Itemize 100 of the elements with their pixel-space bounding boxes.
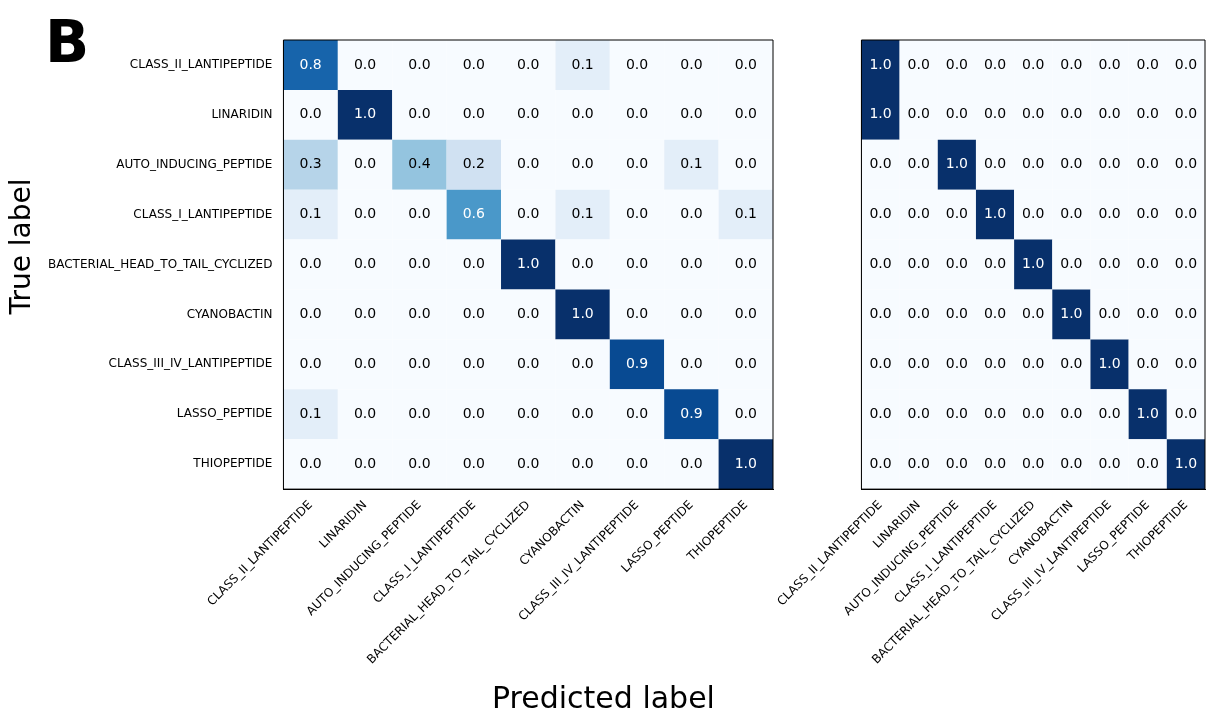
data-label: 0.0	[462, 105, 485, 122]
data-label: 0.0	[462, 454, 485, 471]
data-label: 0.0	[1136, 205, 1159, 222]
data-label: 0.0	[869, 255, 892, 272]
data-label: 0.0	[462, 55, 485, 72]
data-label: 0.0	[462, 404, 485, 421]
y-tick-label: CYANOBACTIN	[186, 306, 273, 321]
data-label: 0.0	[1022, 355, 1045, 371]
data-label: 0.0	[299, 454, 322, 471]
data-label: 0.0	[945, 205, 968, 222]
data-label: 0.0	[353, 454, 377, 471]
data-label: 0.0	[1022, 105, 1045, 122]
data-label: 0.0	[1174, 205, 1198, 222]
data-label: 0.0	[1060, 155, 1083, 172]
x-axis-title: Predicted label	[491, 680, 716, 715]
data-label: 0.0	[983, 454, 1007, 471]
data-label: 0.0	[1060, 355, 1083, 371]
data-label: 0.0	[983, 55, 1007, 72]
y-tick-label: CLASS_I_LANTIPEPTIDE	[133, 206, 273, 221]
data-label: 0.0	[945, 454, 968, 471]
data-label: 0.0	[907, 255, 930, 272]
data-label: 1.0	[1098, 355, 1121, 371]
data-label: 1.0	[517, 255, 540, 272]
data-label: 0.0	[945, 305, 968, 322]
data-label: 0.0	[353, 305, 377, 322]
data-label: 0.0	[1098, 155, 1121, 172]
data-label: 0.0	[625, 255, 649, 272]
data-label: 0.1	[299, 404, 322, 421]
data-label: 0.0	[299, 355, 322, 371]
data-label: 0.0	[1136, 55, 1159, 72]
data-label: 1.0	[945, 155, 968, 172]
data-label: 0.0	[408, 404, 431, 421]
data-label: 0.0	[517, 454, 540, 471]
data-label: 0.0	[680, 454, 703, 471]
data-label: 0.0	[734, 305, 757, 322]
data-label: 0.0	[945, 404, 968, 421]
y-tick-label: LINARIDIN	[211, 106, 273, 121]
data-label: 0.0	[1098, 105, 1121, 122]
data-label: 0.1	[734, 205, 757, 222]
data-label: 0.0	[734, 355, 757, 371]
data-label: 0.0	[907, 404, 930, 421]
data-label: 0.0	[571, 404, 594, 421]
data-label: 0.0	[517, 155, 540, 172]
data-label: 0.0	[680, 55, 703, 72]
data-label: 0.0	[408, 55, 431, 72]
data-label: 0.0	[907, 105, 930, 122]
data-label: 0.0	[680, 205, 703, 222]
data-label: 0.0	[1098, 305, 1121, 322]
data-label: 0.0	[869, 155, 892, 172]
y-tick-label: BACTERIAL_HEAD_TO_TAIL_CYCLIZED	[47, 256, 273, 271]
data-label: 0.0	[907, 155, 930, 172]
data-label: 0.0	[945, 55, 968, 72]
data-label: 0.0	[353, 404, 377, 421]
data-label: 0.0	[517, 205, 540, 222]
data-label: 0.0	[571, 355, 594, 371]
data-label: 0.0	[1060, 105, 1083, 122]
data-label: 0.0	[869, 205, 892, 222]
data-label: 0.0	[625, 155, 649, 172]
data-label: 0.0	[353, 55, 377, 72]
data-label: 0.0	[983, 155, 1007, 172]
data-label: 0.0	[625, 454, 649, 471]
data-label: 0.0	[1060, 404, 1083, 421]
data-label: 0.0	[517, 105, 540, 122]
data-label: 0.0	[353, 355, 377, 371]
data-label: 0.3	[299, 155, 322, 172]
data-label: 0.0	[353, 155, 377, 172]
data-label: 0.0	[1174, 55, 1198, 72]
data-label: 1.0	[1136, 404, 1159, 421]
data-label: 0.0	[1022, 404, 1045, 421]
data-label: 1.0	[571, 305, 594, 322]
data-label: 0.0	[1136, 355, 1159, 371]
data-label: 0.0	[571, 155, 594, 172]
data-label: 0.0	[1022, 454, 1045, 471]
data-label: 0.0	[625, 105, 649, 122]
data-label: 0.1	[680, 155, 703, 172]
data-label: 0.0	[983, 305, 1007, 322]
data-label: 0.0	[983, 105, 1007, 122]
data-label: 0.0	[1098, 55, 1121, 72]
data-label: 0.0	[462, 255, 485, 272]
data-label: 0.0	[1022, 305, 1045, 322]
data-label: 0.0	[1174, 355, 1198, 371]
data-label: 0.0	[1022, 155, 1045, 172]
y-tick-label: LASSO_PEPTIDE	[176, 406, 273, 421]
data-label: 0.0	[408, 454, 431, 471]
data-label: 0.1	[571, 205, 594, 222]
data-label: 0.0	[734, 155, 757, 172]
data-label: 0.0	[945, 355, 968, 371]
data-label: 0.0	[625, 305, 649, 322]
data-label: 0.0	[907, 55, 930, 72]
data-label: 0.0	[945, 255, 968, 272]
data-label: 0.1	[571, 55, 594, 72]
data-label: 0.0	[945, 105, 968, 122]
data-label: 0.0	[1174, 255, 1198, 272]
data-label: 0.0	[462, 355, 485, 371]
data-label: 1.0	[734, 454, 757, 471]
data-label: 0.0	[734, 255, 757, 272]
data-label: 0.0	[907, 205, 930, 222]
data-label: 0.0	[983, 355, 1007, 371]
data-label: 0.0	[1060, 255, 1083, 272]
data-label: 0.0	[462, 305, 485, 322]
